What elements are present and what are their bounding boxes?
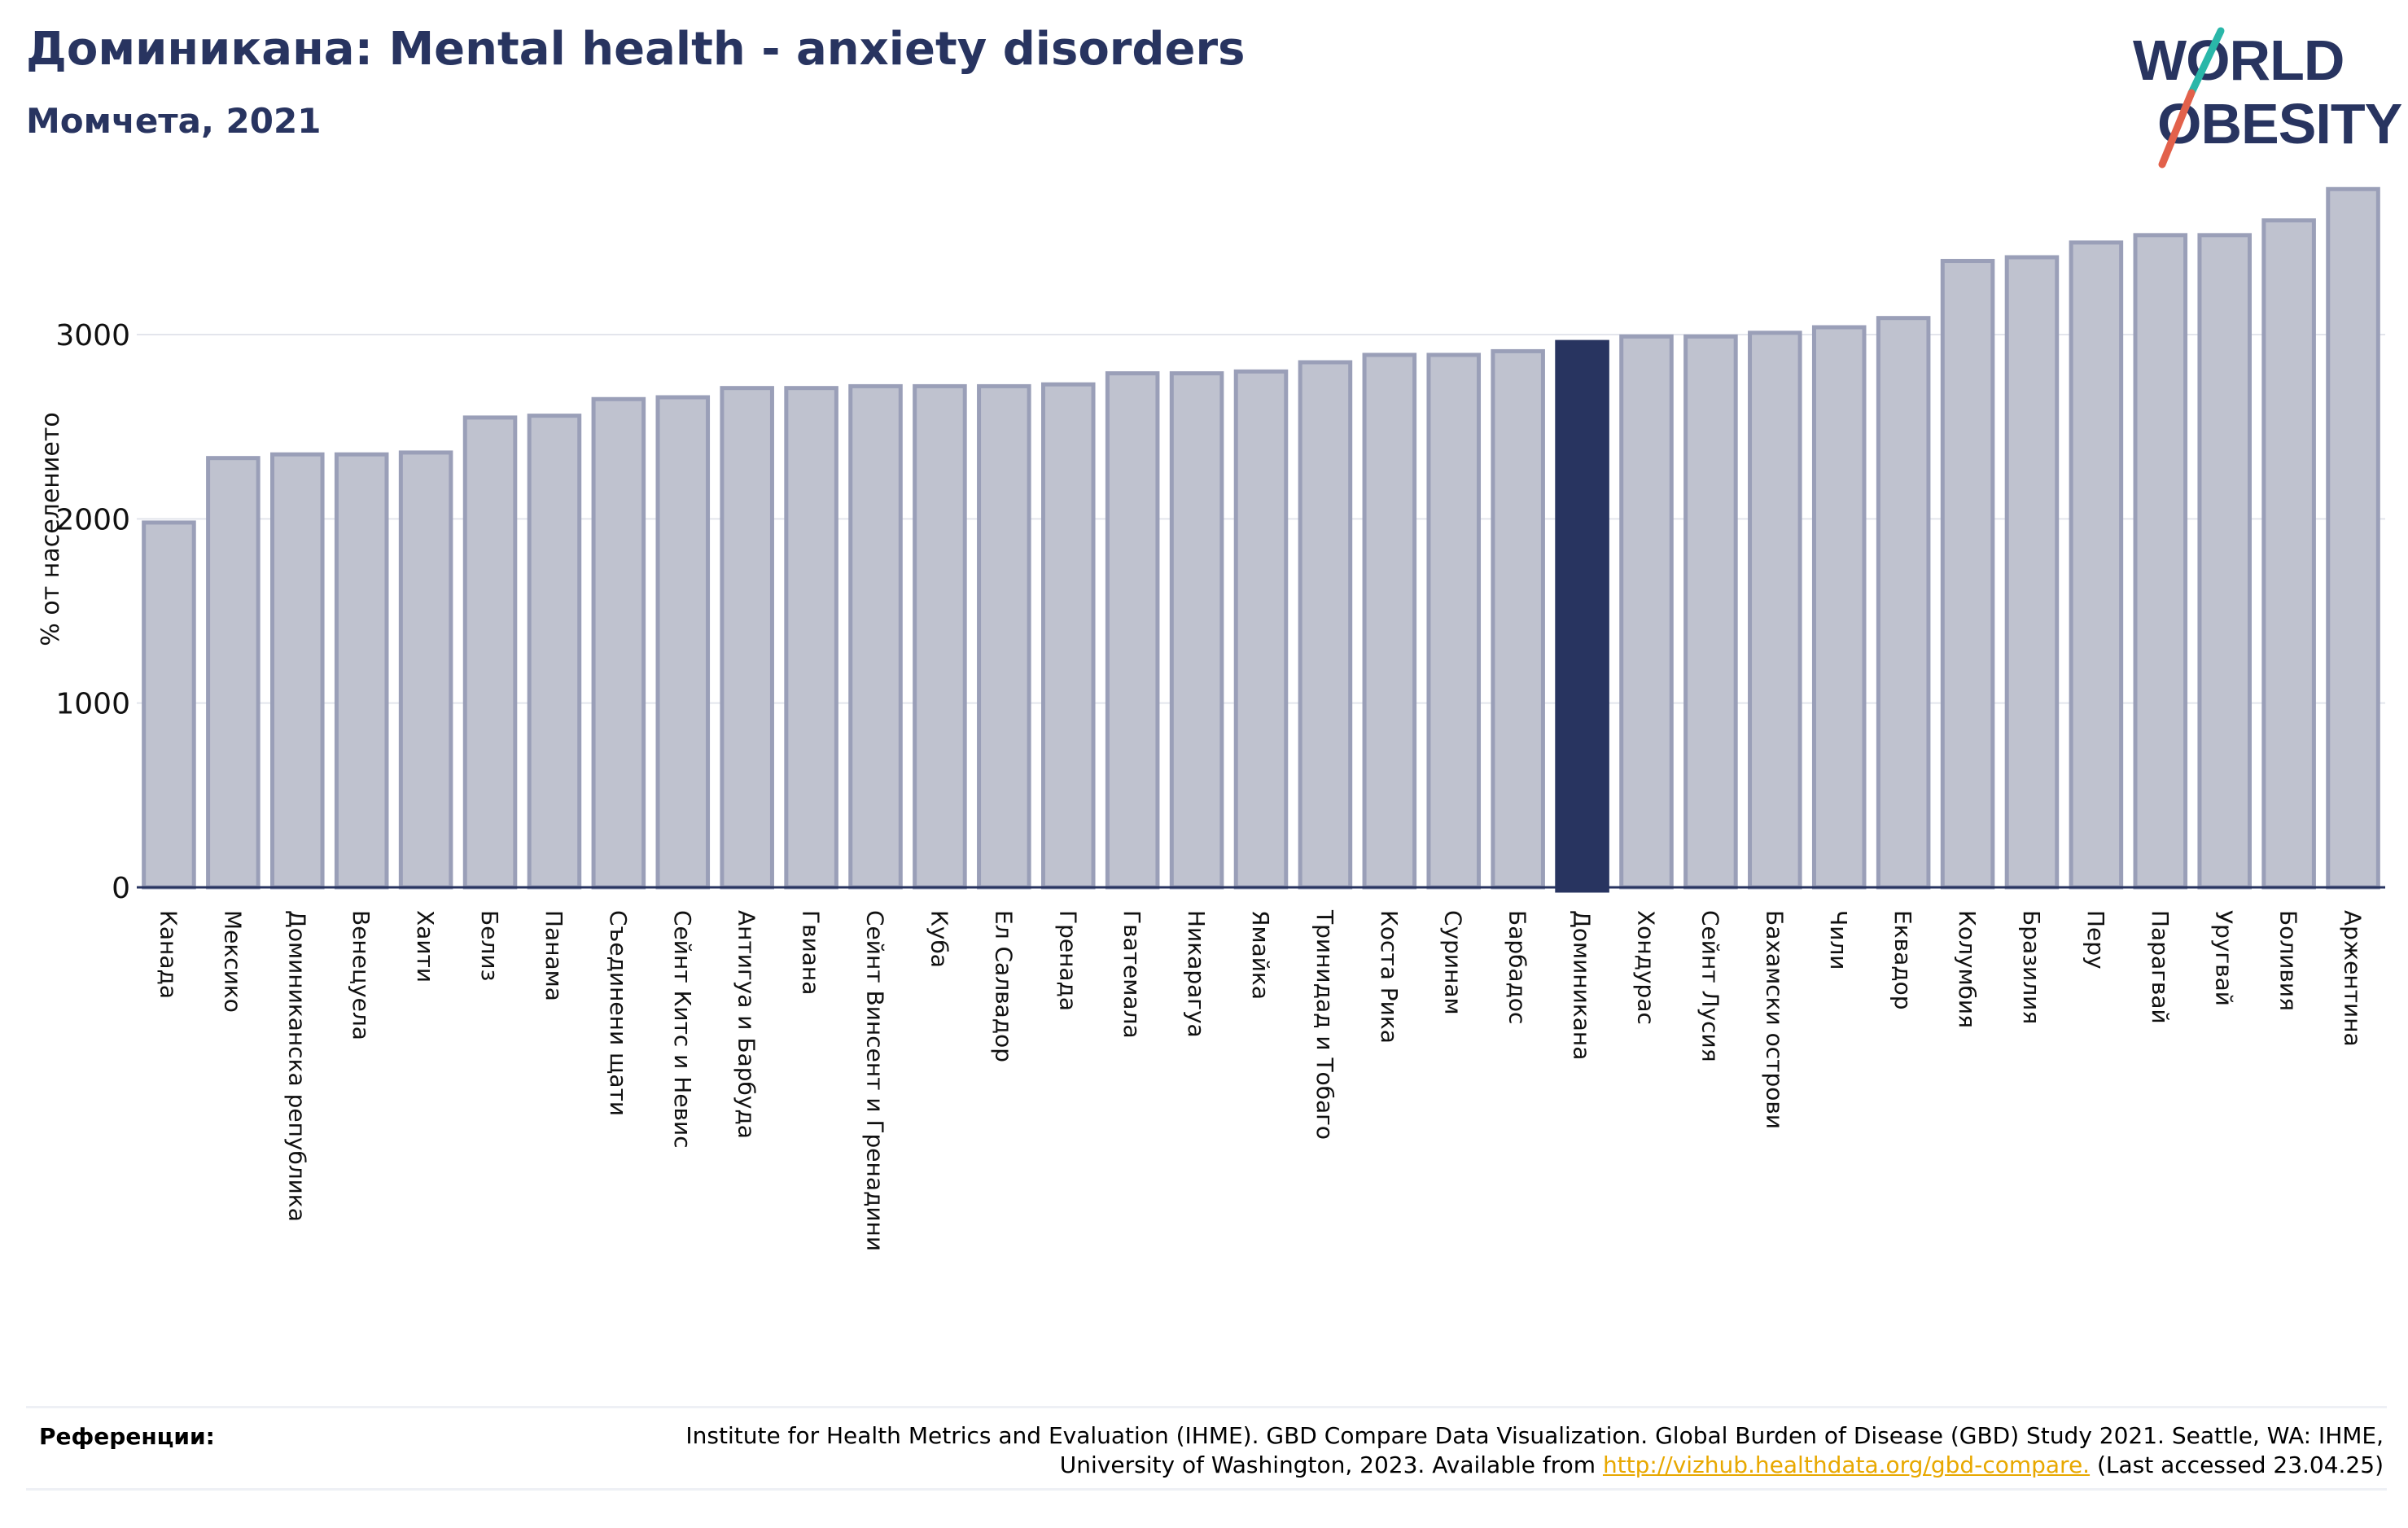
bar[interactable] — [591, 396, 646, 890]
y-tick-label: 1000 — [55, 688, 130, 721]
bar[interactable] — [527, 414, 582, 890]
x-tick-label: Перу — [2082, 910, 2109, 970]
x-tick-label: Гвиана — [798, 910, 825, 995]
bar[interactable] — [2069, 240, 2124, 890]
x-tick-label: Гренада — [1054, 910, 1081, 1011]
x-tick-label: Съединени щати — [605, 910, 632, 1116]
x-tick-label: Уругвай — [2211, 910, 2238, 1006]
x-tick-label: Бразилия — [2018, 910, 2045, 1024]
references-link[interactable]: http://vizhub.healthdata.org/gbd-compare… — [1602, 1451, 2091, 1478]
bar[interactable] — [1298, 360, 1353, 890]
bar[interactable] — [206, 456, 261, 890]
x-tick-label: Бахамски острови — [1761, 910, 1788, 1129]
x-tick-label: Доминиканска република — [283, 910, 310, 1222]
references-text: Institute for Health Metrics and Evaluat… — [633, 1421, 2384, 1480]
y-tick-label: 0 — [112, 872, 130, 905]
bar[interactable] — [655, 395, 711, 890]
bar[interactable] — [2004, 255, 2060, 890]
y-tick-label: 2000 — [55, 503, 130, 536]
bar[interactable] — [1619, 334, 1674, 890]
x-tick-label: Боливия — [2275, 910, 2302, 1011]
bar[interactable] — [977, 383, 1031, 890]
bar[interactable] — [784, 386, 838, 890]
x-tick-label: Ел Салвадор — [990, 910, 1017, 1062]
bar[interactable] — [1748, 331, 1802, 890]
bar[interactable] — [1233, 369, 1289, 890]
bar[interactable] — [1040, 382, 1096, 890]
bar[interactable] — [334, 452, 389, 890]
x-tick-label: Барбадос — [1504, 910, 1531, 1024]
x-tick-label: Гватемала — [1119, 910, 1145, 1039]
bar[interactable] — [2197, 233, 2252, 890]
bar[interactable] — [1876, 316, 1931, 890]
page-subtitle: Момчета, 2021 — [26, 101, 322, 141]
x-tick-label: Хондурас — [1632, 910, 1659, 1025]
bar[interactable] — [1426, 352, 1482, 890]
bar-highlighted[interactable] — [1555, 339, 1609, 893]
bar[interactable] — [1940, 259, 1995, 890]
x-tick-label: Сейнт Китс и Невис — [669, 910, 696, 1149]
x-tick-label: Парагвай — [2147, 910, 2174, 1024]
bar-chart: 0 1000 2000 3000 % от населението Канада Мекси… — [37, 186, 2385, 1251]
x-tick-label: Сейнт Винсент и Гренадини — [862, 910, 889, 1251]
y-tick-label: 3000 — [55, 319, 130, 352]
bar[interactable] — [398, 450, 453, 890]
x-tick-label: Антигуа и Барбуда — [733, 910, 760, 1139]
bar[interactable] — [913, 383, 967, 890]
page-title: Доминикана: Mental health - anxiety diso… — [26, 23, 1246, 76]
x-tick-label: Чили — [1825, 910, 1852, 970]
bar[interactable] — [462, 415, 518, 890]
x-tick-label: Панама — [541, 910, 567, 1001]
x-tick-label: Еквадор — [1889, 910, 1916, 1010]
x-tick-label: Венецуела — [348, 910, 374, 1040]
x-tick-label: Сейнт Лусия — [1697, 910, 1723, 1062]
x-tick-label: Тринидад и Тобаго — [1311, 909, 1338, 1140]
x-tick-label: Никарагуа — [1183, 910, 1210, 1038]
x-tick-label: Мексико — [219, 910, 246, 1013]
x-tick-label: Доминикана — [1569, 910, 1596, 1060]
svg-text:OBESITY: OBESITY — [2157, 92, 2401, 155]
bar[interactable] — [2261, 218, 2316, 890]
bar[interactable] — [1169, 371, 1224, 890]
world-obesity-logo: WORLD OBESITY — [2133, 27, 2401, 169]
bar[interactable] — [2326, 186, 2380, 890]
bar[interactable] — [720, 386, 774, 890]
bar[interactable] — [1683, 334, 1738, 890]
bar[interactable] — [270, 452, 325, 890]
y-axis-title: % от населението — [37, 412, 65, 646]
svg-text:WORLD: WORLD — [2133, 28, 2344, 92]
x-tick-label: Белиз — [476, 910, 503, 981]
x-tick-label: Суринам — [1440, 910, 1467, 1015]
references-citation: Institute for Health Metrics and Evaluat… — [685, 1422, 2384, 1478]
x-tick-label: Коста Рика — [1376, 910, 1403, 1044]
references-label: Референции: — [39, 1423, 215, 1450]
bar[interactable] — [848, 383, 903, 890]
references-divider-bottom — [26, 1488, 2387, 1491]
bar[interactable] — [2133, 233, 2188, 890]
x-tick-label: Колумбия — [1954, 910, 1981, 1028]
x-tick-label: Куба — [926, 910, 952, 968]
references-access-note: (Last accessed 23.04.25) — [2090, 1451, 2384, 1478]
bar[interactable] — [1105, 371, 1160, 890]
bar[interactable] — [1811, 325, 1867, 890]
x-tick-label: Аржентина — [2340, 910, 2366, 1047]
x-tick-label: Ямайка — [1247, 910, 1274, 1000]
bar[interactable] — [142, 520, 196, 890]
references-divider-top — [26, 1406, 2387, 1408]
x-tick-label: Канада — [155, 910, 182, 999]
bar[interactable] — [1362, 352, 1417, 890]
bar[interactable] — [1491, 348, 1545, 890]
x-tick-label: Хаити — [412, 910, 439, 983]
